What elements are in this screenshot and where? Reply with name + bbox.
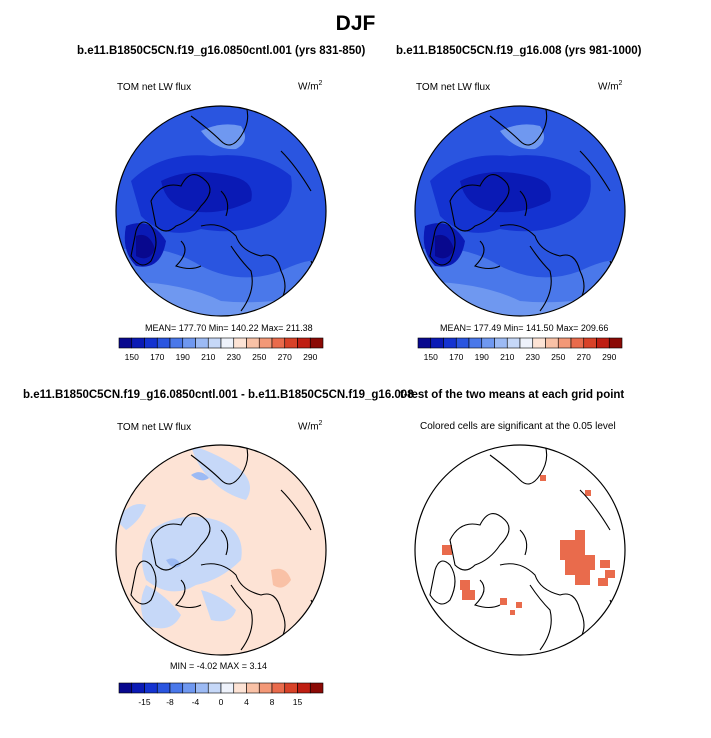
panel-1-colorbar-swatch [220,337,235,349]
panel-2-colorbar-tick-label: 230 [526,352,540,362]
panel-2-colorbar-swatch [570,337,585,349]
panel-1-colorbar-tick-label: 250 [252,352,266,362]
panel-3-colorbar-swatch [271,682,286,694]
panel-2-colorbar-swatch [494,337,508,349]
panel-1-colorbar-swatch [246,337,260,349]
panel-2-colorbar-tick-label: 190 [475,352,489,362]
panel-3-polar-map [115,444,327,656]
panel-2-colorbar-swatch [519,337,534,349]
panel-3-colorbar-tick-label: -4 [192,697,200,707]
panel-3-colorbar-swatch [169,682,184,694]
panel-1-colorbar-tick-label: 290 [303,352,317,362]
panel-3-colorbar-swatch [182,682,196,694]
panel-2-colorbar-swatch [417,337,432,349]
panel-3-colorbar-swatch [220,682,235,694]
panel-3-colorbar-swatch [131,682,145,694]
panel-3-colorbar-swatch [284,682,298,694]
panel-3-colorbar-tick-label: 0 [219,697,224,707]
panel-4-polar-map [414,444,626,656]
panel-3-colorbar-swatch [207,682,222,694]
panel-1-colorbar-swatch [118,337,133,349]
panel-2-colorbar-swatch [481,337,495,349]
panel-1-colorbar-swatch [156,337,171,349]
panel-2-colorbar-swatch [608,337,623,349]
panel-3-colorbar-tick-label: 15 [293,697,303,707]
panel-4-title: t-test of the two means at each grid poi… [400,389,625,401]
panel-2-colorbar-swatch [596,337,610,349]
panel-1-unit-label: W/m2 [298,80,323,93]
panel-3-colorbar-tick-label: -15 [138,697,151,707]
panel-2-colorbar-swatch [455,337,470,349]
panel-1-colorbar-swatch [284,337,298,349]
panel-3-colorbar-swatch [258,682,273,694]
panel-2-colorbar-swatch [443,337,457,349]
panel-1-colorbar-swatch [271,337,286,349]
panel-2-variable-label: TOM net LW flux [416,82,491,93]
panel-1-colorbar-swatch [144,337,158,349]
panel-1-colorbar-tick-label: 190 [176,352,190,362]
panel-2-colorbar-tick-label: 210 [500,352,514,362]
panel-1-colorbar-swatch [309,337,324,349]
panel-2-polar-map [414,105,626,317]
panel-1-colorbar-swatch [233,337,247,349]
panel-2-colorbar-tick-label: 170 [449,352,463,362]
panel-1-polar-map [115,105,327,317]
panel-1-colorbar-swatch [131,337,145,349]
panel-1-colorbar-tick-label: 230 [227,352,241,362]
panel-1-colorbar-swatch [169,337,184,349]
panel-2-colorbar-tick-label: 250 [551,352,565,362]
panel-2-colorbar-tick-label: 150 [424,352,438,362]
panel-3-colorbar-tick-label: 4 [244,697,249,707]
panel-3-colorbar-tick-label: -8 [166,697,174,707]
panel-3-colorbar-swatch [233,682,247,694]
panel-3-colorbar-swatch [118,682,133,694]
panel-1-colorbar-swatch [297,337,311,349]
panel-1-title: b.e11.B1850C5CN.f19_g16.0850cntl.001 (yr… [77,45,366,57]
panel-1-stats: MEAN= 177.70 Min= 140.22 Max= 211.38 [145,323,313,333]
panel-2-title: b.e11.B1850C5CN.f19_g16.008 (yrs 981-100… [396,45,642,57]
panel-1-colorbar-swatch [182,337,196,349]
panel-3-colorbar-swatch [297,682,311,694]
panel-3-unit-label: W/m2 [298,420,323,433]
panel-3-stats: MIN = -4.02 MAX = 3.14 [170,661,268,671]
panel-1-colorbar-tick-label: 150 [125,352,139,362]
panel-2-colorbar-tick-label: 290 [602,352,616,362]
panel-2-colorbar-swatch [430,337,444,349]
panel-2-colorbar: 150 170 190 210 230 250 270 290 [417,337,623,362]
panel-3-colorbar-swatch [156,682,171,694]
panel-2-colorbar-swatch [532,337,546,349]
panel-3-title: b.e11.B1850C5CN.f19_g16.0850cntl.001 - b… [23,389,414,401]
panel-2-stats: MEAN= 177.49 Min= 141.50 Max= 209.66 [440,323,609,333]
panel-1-colorbar-tick-label: 210 [201,352,215,362]
panel-1-colorbar-tick-label: 270 [278,352,292,362]
panel-3-variable-label: TOM net LW flux [117,422,192,433]
panel-1-colorbar-tick-label: 170 [150,352,164,362]
panel-3-colorbar-tick-label: 8 [270,697,275,707]
panel-2-colorbar-swatch [545,337,559,349]
panel-1-variable-label: TOM net LW flux [117,82,192,93]
panel-3-colorbar-swatch [195,682,209,694]
panel-2-colorbar-swatch [468,337,483,349]
panel-2-colorbar-swatch [557,337,572,349]
figure-title: DJF [335,12,376,35]
panel-1-colorbar-swatch [195,337,209,349]
panel-1-colorbar-swatch [258,337,273,349]
panel-2-colorbar-swatch [583,337,597,349]
panel-2-unit-label: W/m2 [598,80,623,93]
panel-1-colorbar: 150 170 190 210 230 250 270 290 [118,337,324,362]
panel-3-colorbar-swatch [309,682,324,694]
panel-3-colorbar: -15 -8 -4 0 4 8 15 [118,682,324,707]
panel-4-significance-label: Colored cells are significant at the 0.0… [420,421,616,432]
panel-3-colorbar-swatch [144,682,158,694]
panel-2-colorbar-tick-label: 270 [577,352,591,362]
panel-3-colorbar-swatch [246,682,260,694]
panel-1-colorbar-swatch [207,337,222,349]
panel-2-colorbar-swatch [506,337,521,349]
